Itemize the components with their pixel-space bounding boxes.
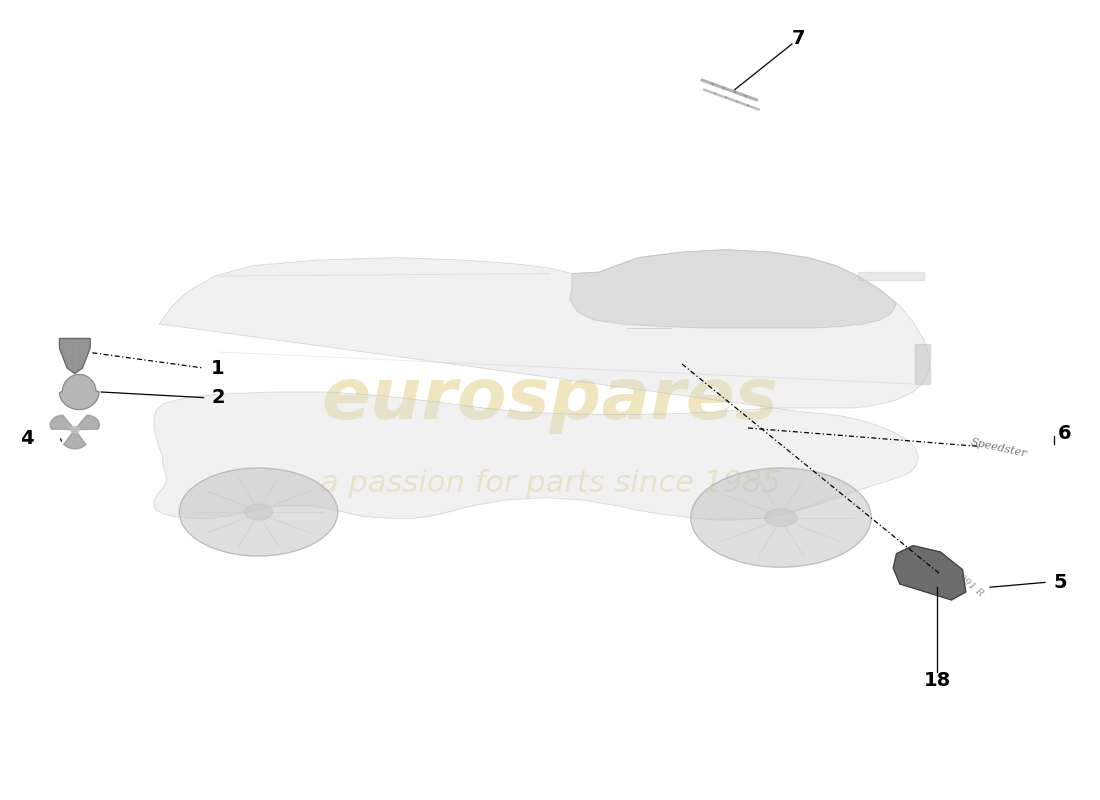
Text: 991 R: 991 R (957, 573, 986, 598)
Polygon shape (70, 426, 79, 433)
Text: 6: 6 (1058, 424, 1071, 443)
Text: 5: 5 (1054, 573, 1067, 592)
Polygon shape (154, 250, 930, 520)
Text: 7: 7 (792, 29, 805, 48)
Text: 1: 1 (211, 358, 224, 378)
Text: Speedster: Speedster (970, 437, 1027, 459)
Polygon shape (244, 504, 273, 520)
Polygon shape (764, 509, 798, 526)
Polygon shape (59, 374, 99, 410)
Polygon shape (51, 415, 75, 430)
Polygon shape (75, 415, 99, 430)
Polygon shape (858, 272, 924, 280)
Polygon shape (179, 468, 338, 556)
Polygon shape (59, 338, 90, 374)
Text: a passion for parts since 1985: a passion for parts since 1985 (319, 470, 781, 498)
Polygon shape (570, 250, 896, 328)
Polygon shape (691, 468, 871, 567)
Text: 2: 2 (211, 388, 224, 407)
Text: eurospares: eurospares (321, 366, 779, 434)
Text: 4: 4 (20, 429, 33, 448)
Polygon shape (893, 546, 966, 600)
Polygon shape (64, 430, 86, 449)
Polygon shape (915, 344, 930, 384)
Text: 18: 18 (924, 670, 950, 690)
